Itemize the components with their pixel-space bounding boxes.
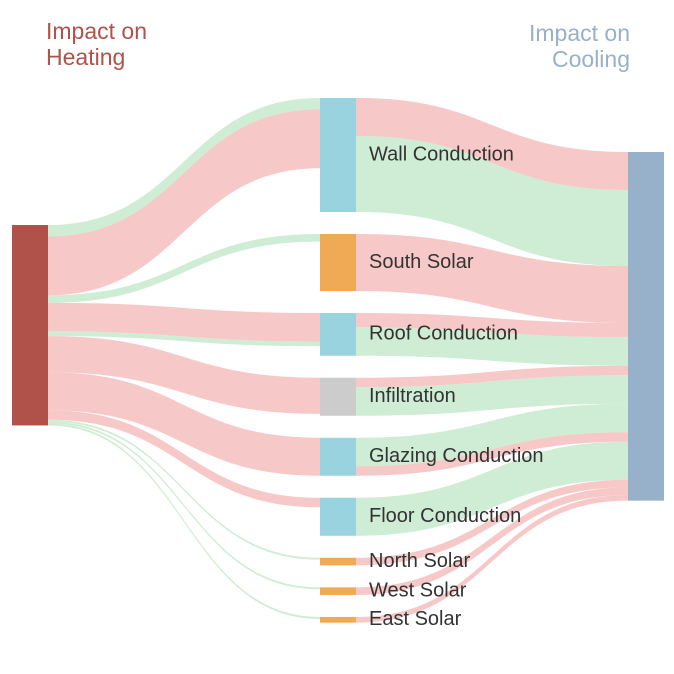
flow — [356, 375, 628, 416]
flow — [356, 365, 628, 388]
flow — [48, 302, 320, 342]
flow — [48, 421, 320, 590]
node — [320, 437, 356, 476]
flow — [356, 313, 628, 338]
flow — [48, 372, 320, 476]
flow — [48, 419, 320, 560]
heading-heating: Impact on Heating — [46, 18, 147, 70]
flow — [48, 410, 320, 508]
flow — [48, 109, 320, 296]
node — [320, 557, 356, 566]
node — [320, 98, 356, 212]
node — [320, 497, 356, 536]
node-label: North Solar — [369, 550, 470, 572]
node-label: Wall Conduction — [369, 143, 514, 165]
node-label: West Solar — [369, 579, 467, 601]
flow — [48, 423, 320, 619]
flow — [48, 331, 320, 347]
node-label: East Solar — [369, 608, 462, 630]
node — [628, 152, 664, 501]
flow — [356, 441, 628, 536]
flow — [356, 327, 628, 366]
heading-cooling: Impact on Cooling — [529, 20, 630, 72]
node-label: Roof Conduction — [369, 323, 518, 345]
flow — [356, 403, 628, 467]
node — [320, 616, 356, 623]
flow — [356, 432, 628, 476]
flow — [48, 234, 320, 303]
node — [320, 587, 356, 595]
node-label: Infiltration — [369, 385, 456, 407]
node-label: South Solar — [369, 251, 474, 273]
flow — [356, 487, 628, 595]
node — [320, 234, 356, 291]
flow — [48, 98, 320, 237]
flow — [356, 494, 628, 623]
flow — [356, 234, 628, 323]
node — [320, 377, 356, 416]
node-label: Glazing Conduction — [369, 445, 544, 467]
flow — [356, 136, 628, 266]
flow — [48, 336, 320, 414]
node-label: Floor Conduction — [369, 505, 521, 527]
flow — [356, 479, 628, 566]
node — [320, 313, 356, 356]
flow — [356, 98, 628, 190]
node — [12, 225, 48, 426]
